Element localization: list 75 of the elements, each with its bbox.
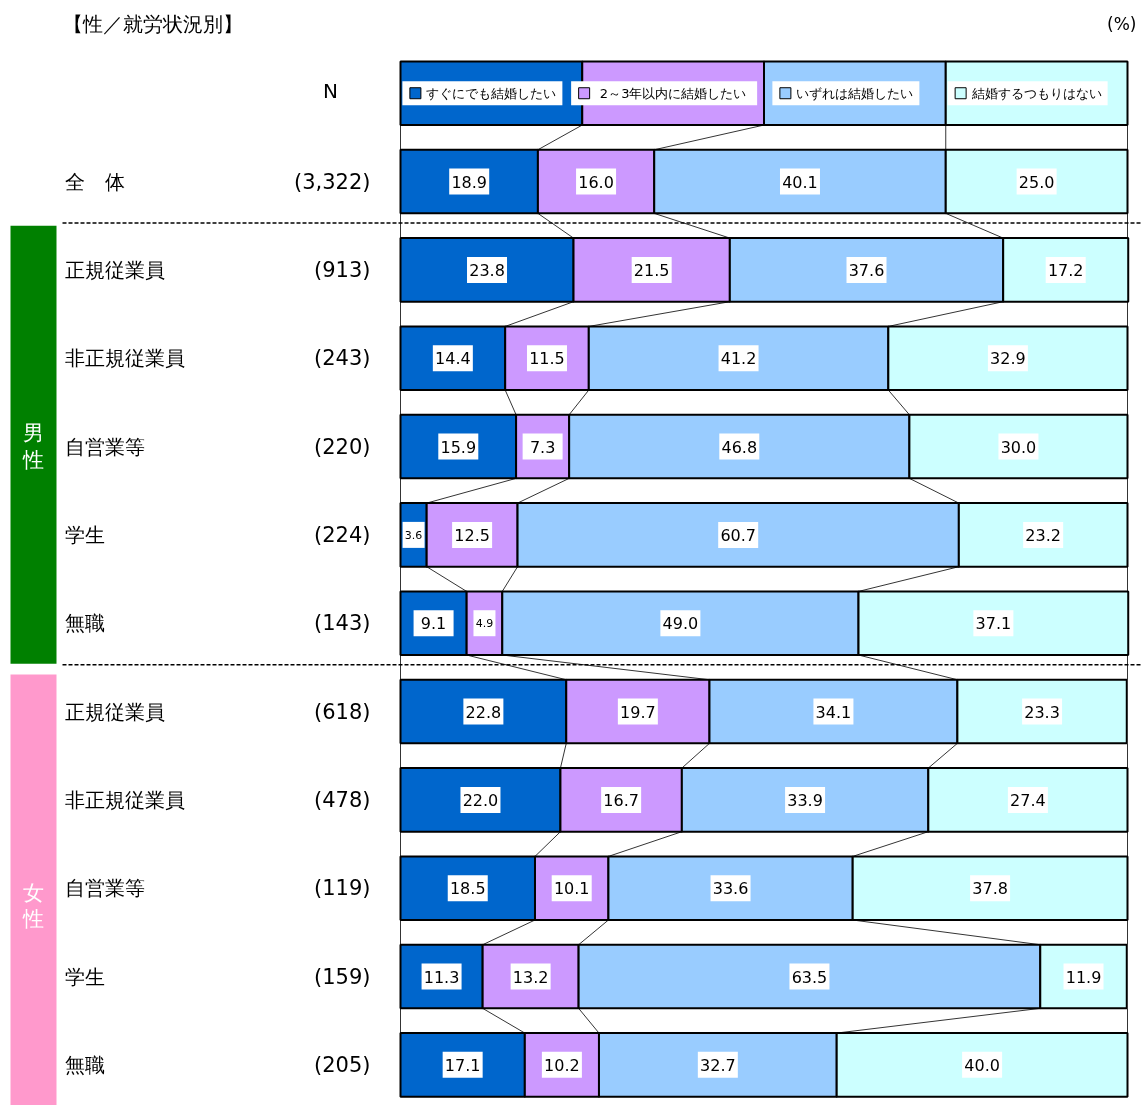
data-label: 16.0 bbox=[578, 172, 614, 192]
text: (478) bbox=[314, 787, 371, 812]
data-label: 32.7 bbox=[700, 1055, 736, 1075]
data-label: 41.2 bbox=[720, 349, 757, 369]
y-tick-label: 非正規従業員 bbox=[64, 346, 185, 371]
data-label: 40.0 bbox=[964, 1055, 1000, 1075]
text: (913) bbox=[314, 257, 371, 282]
data-label: 22.8 bbox=[465, 702, 502, 722]
y-tick-label: 無職 bbox=[64, 1052, 105, 1077]
data-label: 11.9 bbox=[1065, 967, 1102, 987]
text: (243) bbox=[314, 346, 371, 371]
data-label: 21.5 bbox=[633, 260, 670, 280]
data-label: 22.0 bbox=[462, 790, 499, 810]
data-label: 23.8 bbox=[469, 260, 505, 280]
data-label: 12.5 bbox=[454, 525, 490, 545]
data-label: 10.1 bbox=[553, 879, 590, 899]
y-tick-label: 学生 bbox=[64, 964, 105, 989]
y-tick-label: 全 体 bbox=[64, 169, 125, 194]
data-label: 25.0 bbox=[1018, 172, 1055, 192]
text: N bbox=[323, 79, 338, 104]
text: 男性 bbox=[22, 421, 44, 472]
data-label: 34.1 bbox=[815, 702, 852, 722]
y-tick-label: 無職 bbox=[64, 611, 105, 636]
text: (618) bbox=[314, 699, 371, 724]
data-label: 33.6 bbox=[712, 879, 749, 899]
text: (224) bbox=[314, 522, 371, 547]
data-label: 10.2 bbox=[544, 1055, 580, 1075]
data-label: 37.6 bbox=[848, 260, 885, 280]
data-label: 9.1 bbox=[420, 614, 447, 634]
data-label: 19.7 bbox=[620, 702, 656, 722]
text: 【性／就労状況別】 bbox=[62, 12, 243, 37]
data-label: 63.5 bbox=[791, 967, 828, 987]
data-label: 60.7 bbox=[720, 525, 756, 545]
data-label: 18.5 bbox=[449, 879, 486, 899]
text: (119) bbox=[314, 876, 371, 901]
data-label: 49.0 bbox=[662, 614, 699, 634]
data-label: 37.8 bbox=[972, 879, 1008, 899]
y-tick-label: 自営業等 bbox=[64, 876, 145, 901]
text: 女性 bbox=[22, 880, 44, 932]
y-tick-label: 正規従業員 bbox=[64, 257, 165, 282]
text: (205) bbox=[314, 1052, 371, 1077]
data-label: 27.4 bbox=[1010, 790, 1046, 810]
legend-label: 2～3年以内に結婚したい bbox=[599, 85, 747, 101]
legend-label: いずれは結婚したい bbox=[796, 85, 914, 101]
legend-label: すぐにでも結婚したい bbox=[426, 85, 557, 101]
text: (%) bbox=[1107, 14, 1137, 35]
data-label: 11.3 bbox=[423, 967, 460, 987]
data-label: 11.5 bbox=[529, 349, 565, 369]
text: (159) bbox=[314, 964, 371, 989]
legend-label: 結婚するつもりはない bbox=[970, 85, 1102, 101]
text: (3,322) bbox=[294, 169, 371, 194]
data-label: 4.9 bbox=[475, 617, 494, 631]
y-tick-label: 自営業等 bbox=[64, 434, 145, 459]
data-label: 14.4 bbox=[435, 349, 471, 369]
text: (143) bbox=[314, 611, 371, 636]
data-label: 23.2 bbox=[1025, 525, 1061, 545]
data-label: 18.9 bbox=[451, 172, 488, 192]
y-tick-label: 正規従業員 bbox=[64, 699, 165, 724]
data-label: 17.2 bbox=[1047, 260, 1084, 280]
data-label: 13.2 bbox=[512, 967, 549, 987]
data-label: 40.1 bbox=[782, 172, 818, 192]
data-label: 32.9 bbox=[990, 349, 1026, 369]
text: (220) bbox=[314, 434, 371, 459]
y-tick-label: 非正規従業員 bbox=[64, 787, 185, 812]
data-label: 46.8 bbox=[721, 437, 758, 457]
data-label: 17.1 bbox=[444, 1055, 481, 1075]
data-label: 7.3 bbox=[529, 437, 556, 457]
data-label: 30.0 bbox=[1000, 437, 1037, 457]
y-tick-label: 学生 bbox=[64, 522, 105, 547]
data-label: 3.6 bbox=[404, 528, 423, 542]
data-label: 16.7 bbox=[603, 790, 639, 810]
data-label: 23.3 bbox=[1024, 702, 1060, 722]
data-label: 37.1 bbox=[975, 614, 1012, 634]
data-label: 15.9 bbox=[440, 437, 477, 457]
data-label: 33.9 bbox=[787, 790, 823, 810]
